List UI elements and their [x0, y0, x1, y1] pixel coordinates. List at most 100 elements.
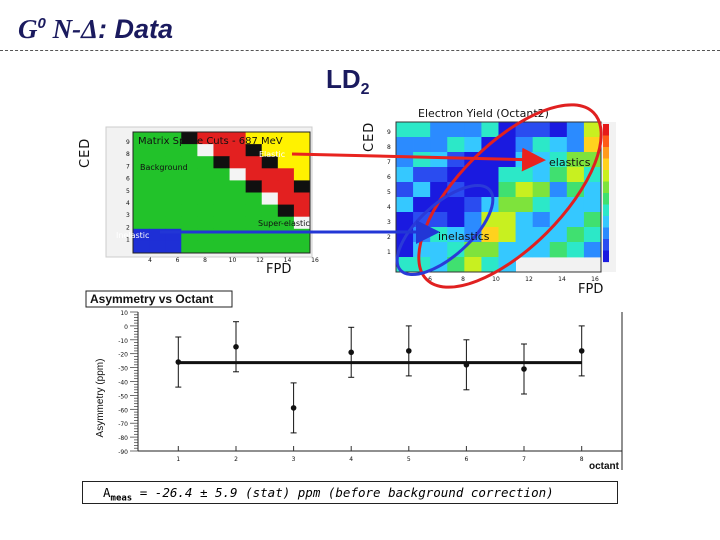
formula-rest: = -26.4 ± 5.9 (stat) ppm (before backgro… — [132, 485, 554, 500]
left-cell — [149, 216, 166, 230]
left-cell — [293, 192, 311, 205]
left-cell — [213, 216, 230, 230]
title-g: G — [18, 14, 38, 44]
right-cell — [481, 197, 499, 213]
left-ytick: 2 — [126, 224, 130, 231]
right-cell — [396, 152, 414, 168]
right-cell — [532, 122, 551, 138]
left-cell — [277, 204, 295, 218]
left-cell — [133, 204, 150, 218]
asym-ytick: 10 — [120, 310, 128, 317]
right-cell — [481, 122, 499, 138]
right-cell — [566, 137, 585, 153]
palette-step — [603, 147, 609, 159]
right-cell — [515, 182, 534, 198]
slide-title: G0 N-Δ: Data — [18, 14, 173, 45]
right-cell — [464, 167, 482, 183]
right-xtick: 14 — [558, 276, 566, 283]
elastic-arrow — [291, 147, 546, 172]
left-ytick: 1 — [126, 237, 130, 244]
left-cell — [165, 144, 182, 157]
right-cell — [430, 137, 448, 153]
right-cell — [447, 137, 465, 153]
right-cell — [549, 182, 568, 198]
palette-step — [603, 181, 609, 194]
palette-step — [603, 204, 609, 217]
right-cell — [583, 122, 602, 138]
left-cell — [149, 204, 166, 218]
right-cell — [396, 182, 414, 198]
left-cell — [277, 240, 295, 254]
left-cell — [133, 144, 150, 157]
left-cell — [149, 240, 166, 254]
right-cell — [532, 212, 551, 228]
right-cell — [430, 242, 448, 258]
left-xtick: 4 — [148, 257, 152, 264]
target-main: LD — [326, 64, 361, 94]
right-cell — [549, 197, 568, 213]
formula-a-sub: meas — [110, 493, 133, 504]
right-cell — [464, 227, 482, 243]
right-cell — [464, 257, 482, 273]
palette-step — [603, 158, 609, 171]
right-cell — [447, 227, 465, 243]
asym-ytick: -20 — [118, 352, 128, 359]
right-cell — [430, 152, 448, 168]
asym-xlabel: octant — [589, 461, 620, 472]
asym-point — [233, 344, 239, 350]
asym-ytick: -70 — [118, 421, 128, 428]
right-ytick: 5 — [387, 189, 391, 196]
right-cell — [481, 242, 499, 258]
left-cell — [261, 204, 279, 218]
left-cell — [261, 216, 279, 230]
left-plot-title: Matrix Space Cuts - 687 MeV — [138, 136, 283, 147]
right-cell — [481, 257, 499, 273]
right-cell — [566, 167, 585, 183]
left-cell — [181, 192, 198, 205]
left-cell — [245, 156, 263, 169]
asym-point — [175, 359, 182, 365]
right-cell — [413, 137, 431, 153]
right-ytick: 9 — [387, 129, 391, 136]
left-cell — [213, 132, 230, 145]
left-ytick: 3 — [126, 212, 130, 219]
left-cell — [213, 168, 230, 181]
asym-xtick: 3 — [292, 456, 296, 463]
left-cell — [245, 132, 263, 145]
left-cell — [261, 156, 279, 169]
left-cell — [229, 204, 247, 218]
right-cell — [549, 122, 568, 138]
target-sub: 2 — [360, 81, 370, 99]
palette-step — [603, 250, 609, 263]
right-cell — [566, 152, 585, 168]
right-cell — [413, 242, 431, 258]
left-cell — [197, 180, 214, 193]
left-plot-border — [132, 131, 311, 254]
left-cell — [213, 180, 230, 193]
left-cell — [197, 168, 214, 181]
right-cell — [532, 167, 551, 183]
asym-point — [521, 366, 527, 372]
asym-xtick: 2 — [234, 456, 238, 463]
right-cell — [583, 182, 602, 198]
left-cell — [261, 192, 279, 205]
right-ytick: 6 — [387, 174, 391, 181]
left-xtick: 16 — [311, 257, 319, 264]
left-cell — [165, 204, 182, 218]
left-cell — [181, 180, 198, 193]
title-n-delta: N-Δ — [45, 14, 99, 44]
left-cell — [181, 156, 198, 169]
title-rest: : Data — [98, 14, 174, 44]
right-cell — [583, 137, 602, 153]
asym-xtick: 7 — [522, 456, 526, 463]
left-cell — [197, 132, 214, 145]
left-cell — [229, 168, 247, 181]
right-cell — [430, 167, 448, 183]
left-ytick: 4 — [126, 200, 130, 207]
left-cell — [133, 132, 150, 145]
left-ytick: 9 — [126, 139, 130, 146]
left-cell — [277, 168, 295, 181]
right-ytick: 3 — [387, 219, 391, 226]
asym-ylabel: Asymmetry (ppm) — [95, 359, 106, 438]
left-cell — [197, 144, 214, 157]
